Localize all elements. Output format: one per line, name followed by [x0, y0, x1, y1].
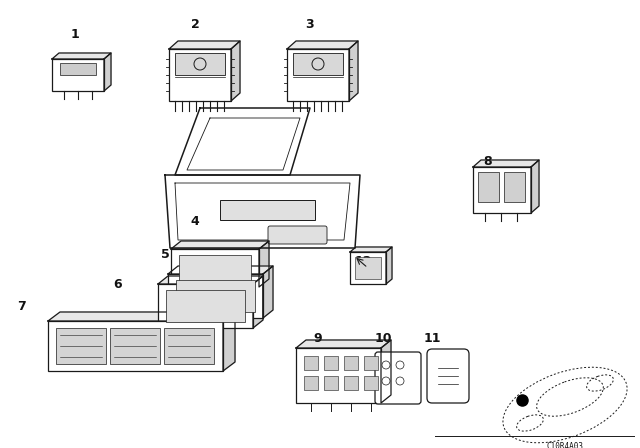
Text: C10R4A03: C10R4A03: [547, 442, 584, 448]
Bar: [364, 376, 378, 390]
Bar: [364, 356, 378, 370]
Polygon shape: [349, 41, 358, 101]
Bar: [166, 290, 245, 322]
Bar: [504, 172, 525, 202]
Bar: [179, 255, 251, 281]
Bar: [169, 49, 231, 101]
Bar: [355, 257, 381, 279]
Polygon shape: [386, 247, 392, 284]
Bar: [164, 328, 214, 364]
Bar: [287, 49, 349, 101]
Text: 7: 7: [18, 300, 26, 313]
Polygon shape: [259, 241, 269, 287]
Bar: [344, 356, 358, 370]
Bar: [175, 53, 225, 75]
Bar: [293, 53, 343, 75]
Polygon shape: [253, 276, 263, 328]
Polygon shape: [104, 53, 111, 91]
Polygon shape: [168, 266, 273, 274]
FancyBboxPatch shape: [268, 226, 327, 244]
Bar: [473, 167, 531, 213]
Bar: [52, 59, 104, 91]
Bar: [324, 376, 338, 390]
Bar: [168, 274, 263, 318]
Text: 11: 11: [423, 332, 441, 345]
Bar: [478, 172, 499, 202]
Text: 9: 9: [314, 332, 323, 345]
Bar: [304, 356, 318, 370]
Polygon shape: [52, 53, 111, 59]
Polygon shape: [171, 241, 269, 249]
Text: 4: 4: [191, 215, 200, 228]
Bar: [48, 321, 223, 371]
Polygon shape: [175, 108, 310, 175]
Text: 1: 1: [70, 28, 79, 41]
Polygon shape: [165, 175, 360, 248]
Bar: [60, 63, 96, 75]
Bar: [324, 356, 338, 370]
Polygon shape: [381, 340, 391, 403]
Text: 6: 6: [114, 278, 122, 291]
Bar: [344, 376, 358, 390]
Bar: [176, 280, 255, 312]
Polygon shape: [231, 41, 240, 101]
Text: 2: 2: [191, 18, 200, 31]
FancyBboxPatch shape: [427, 349, 469, 403]
Text: 5: 5: [161, 248, 170, 261]
Polygon shape: [223, 312, 235, 371]
Bar: [171, 249, 259, 287]
Text: 3: 3: [306, 18, 314, 31]
Bar: [56, 328, 106, 364]
Bar: [296, 348, 381, 403]
Bar: [350, 252, 386, 284]
Polygon shape: [263, 266, 273, 318]
Text: 10: 10: [374, 332, 392, 345]
Polygon shape: [169, 41, 240, 49]
Polygon shape: [350, 247, 392, 252]
Text: 8: 8: [484, 155, 492, 168]
Polygon shape: [287, 41, 358, 49]
Polygon shape: [48, 312, 235, 321]
Bar: [304, 376, 318, 390]
Polygon shape: [158, 276, 263, 284]
Bar: [158, 284, 253, 328]
Polygon shape: [531, 160, 539, 213]
FancyBboxPatch shape: [375, 352, 421, 404]
Bar: [220, 200, 315, 220]
Bar: [110, 328, 160, 364]
Polygon shape: [296, 340, 391, 348]
Text: 12: 12: [355, 255, 372, 268]
Polygon shape: [473, 160, 539, 167]
